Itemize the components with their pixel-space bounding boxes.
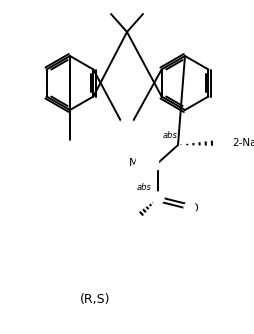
Text: O: O <box>122 119 131 132</box>
Circle shape <box>151 192 163 204</box>
Bar <box>40 141 78 155</box>
Text: t-Bu: t-Bu <box>103 210 125 220</box>
Text: 2-Naph: 2-Naph <box>231 138 254 148</box>
Text: O: O <box>187 201 197 214</box>
Text: PPh₂: PPh₂ <box>45 143 70 153</box>
Circle shape <box>120 118 133 132</box>
Text: abs: abs <box>162 131 177 140</box>
Text: abs: abs <box>136 183 151 192</box>
Text: MeN: MeN <box>129 158 153 168</box>
Bar <box>135 157 157 169</box>
Bar <box>100 208 128 221</box>
Text: S: S <box>153 191 161 204</box>
Text: (R,S): (R,S) <box>80 294 110 307</box>
Circle shape <box>183 202 195 214</box>
